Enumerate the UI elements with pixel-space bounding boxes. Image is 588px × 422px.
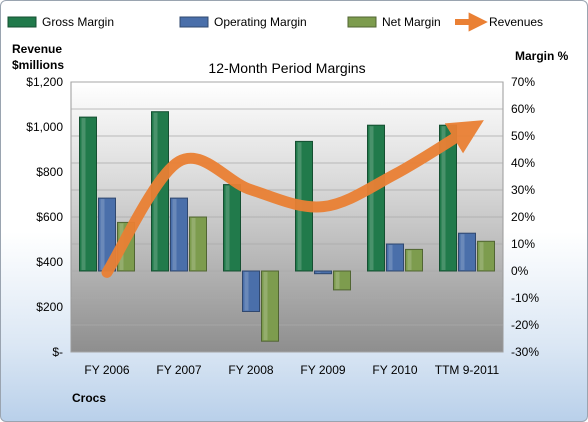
right-tick-label: 60% [511, 102, 535, 116]
left-tick-label: $1,200 [26, 75, 63, 89]
bar-highlight [388, 245, 393, 270]
legend: Gross Margin Operating Margin Net Margin Re… [7, 12, 543, 32]
right-tick-label: 40% [511, 156, 535, 170]
revenues-line [101, 120, 484, 278]
left-tick-label: $600 [36, 210, 63, 224]
bar-highlight [335, 272, 340, 289]
bar-operating-margin [242, 270, 260, 312]
bar-highlight [81, 118, 86, 270]
right-tick-label: 10% [511, 237, 535, 251]
bar-operating-margin [314, 270, 332, 275]
bar-operating-margin [458, 232, 476, 272]
bar-highlight [369, 126, 374, 270]
right-tick-label: -30% [511, 345, 539, 359]
right-axis-ticks: -30% -20% -10% 0% 10% 20% 30% 40% 50% 60% 70% [511, 75, 539, 359]
left-tick-label: $400 [36, 255, 63, 269]
bar-highlight [460, 234, 465, 270]
right-tick-label: -20% [511, 318, 539, 332]
bar-highlight [441, 126, 446, 270]
right-tick-label: 30% [511, 183, 535, 197]
x-tick-label: FY 2008 [228, 363, 273, 377]
bar-net-margin [189, 216, 207, 272]
legend-swatch [179, 16, 209, 28]
legend-swatch [7, 16, 37, 28]
bar-highlight [225, 185, 230, 270]
legend-label: Operating Margin [214, 15, 307, 29]
bar-highlight [407, 250, 412, 270]
bar-net-margin [261, 270, 279, 342]
bar-gross-margin [79, 116, 97, 272]
left-tick-label: $200 [36, 300, 63, 314]
left-tick-label: $- [52, 345, 63, 359]
bar-operating-margin [170, 197, 188, 272]
right-tick-label: 20% [511, 210, 535, 224]
left-tick-label: $1,000 [26, 120, 63, 134]
left-axis-ticks: $- $200 $400 $600 $800 $1,000 $1,200 [26, 75, 63, 359]
legend-swatch [347, 16, 377, 28]
bar-net-margin [333, 270, 351, 291]
x-tick-label: FY 2009 [300, 363, 345, 377]
right-tick-label: -10% [511, 291, 539, 305]
x-tick-label: FY 2010 [372, 363, 417, 377]
left-axis-title-unit: $millions [12, 58, 64, 72]
left-axis-title: Revenue [12, 42, 62, 56]
bar-net-margin [477, 240, 495, 272]
legend-label: Revenues [489, 15, 543, 29]
bar-highlight [244, 272, 249, 311]
bar-highlight [172, 199, 177, 270]
x-axis-ticks: FY 2006 FY 2007 FY 2008 FY 2009 FY 2010 TTM 9… [84, 363, 499, 377]
bar-highlight [191, 218, 196, 270]
right-tick-label: 0% [511, 264, 529, 278]
chart-title: 12-Month Period Margins [208, 60, 365, 76]
legend-label: Gross Margin [42, 15, 114, 29]
x-tick-label: FY 2007 [156, 363, 201, 377]
bar-highlight [479, 242, 484, 270]
bar-operating-margin [386, 243, 404, 272]
right-tick-label: 70% [511, 75, 535, 89]
legend-label: Net Margin [382, 15, 441, 29]
x-tick-label: TTM 9-2011 [435, 363, 500, 377]
x-tick-label: FY 2006 [84, 363, 129, 377]
revenue-line [101, 120, 484, 278]
bar-highlight [263, 272, 268, 341]
bar-highlight [316, 272, 321, 273]
bar-highlight [100, 199, 105, 270]
right-tick-label: 50% [511, 129, 535, 143]
bar-net-margin [405, 248, 423, 272]
right-axis-title: Margin % [515, 49, 569, 63]
left-tick-label: $800 [36, 165, 63, 179]
bar-gross-margin [367, 124, 385, 272]
company-label: Crocs [72, 391, 106, 405]
